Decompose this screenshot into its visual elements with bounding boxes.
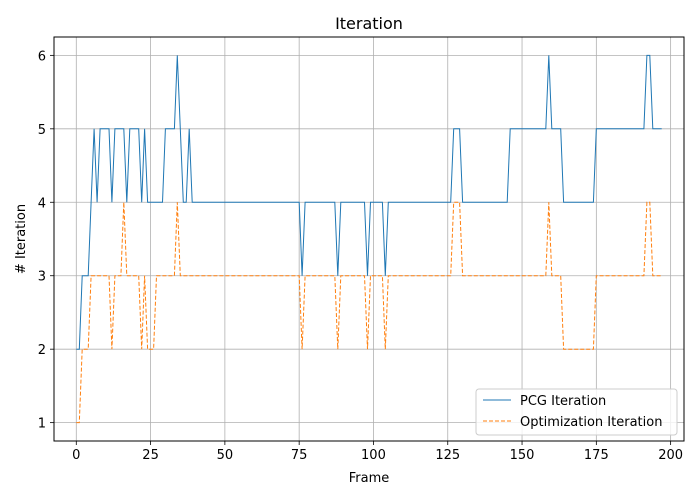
x-tick-label: 150 bbox=[510, 448, 535, 463]
y-tick-label: 3 bbox=[38, 270, 46, 285]
series-line-pcg bbox=[76, 54, 662, 350]
y-tick-label: 2 bbox=[38, 343, 46, 358]
x-tick-label: 175 bbox=[584, 448, 609, 463]
y-tick-label: 6 bbox=[38, 49, 46, 64]
plot-frame bbox=[53, 36, 685, 442]
legend-label-pcg: PCG Iteration bbox=[520, 394, 606, 409]
x-tick-label: 0 bbox=[72, 448, 80, 463]
y-tick-label: 1 bbox=[38, 417, 46, 432]
x-tick-label: 200 bbox=[658, 448, 683, 463]
x-axis-ticks: 0 25 50 75 100 125 150 175 200 bbox=[72, 441, 683, 463]
x-tick-label: 100 bbox=[361, 448, 386, 463]
x-tick-label: 125 bbox=[435, 448, 460, 463]
y-axis-ticks: 1 2 3 4 5 6 bbox=[38, 49, 54, 432]
legend-label-optimization: Optimization Iteration bbox=[520, 415, 662, 430]
legend: PCG Iteration Optimization Iteration bbox=[475, 388, 678, 436]
series-line-optimization bbox=[76, 201, 662, 424]
x-tick-label: 75 bbox=[291, 448, 308, 463]
series-layer bbox=[76, 54, 662, 424]
y-tick-label: 4 bbox=[38, 196, 46, 211]
y-axis-label: # Iteration bbox=[14, 204, 29, 274]
y-tick-label: 5 bbox=[38, 123, 46, 138]
x-tick-label: 50 bbox=[217, 448, 234, 463]
x-tick-label: 25 bbox=[142, 448, 159, 463]
chart-title: Iteration bbox=[335, 14, 403, 33]
x-axis-label: Frame bbox=[349, 471, 390, 486]
legend-box bbox=[475, 388, 678, 436]
